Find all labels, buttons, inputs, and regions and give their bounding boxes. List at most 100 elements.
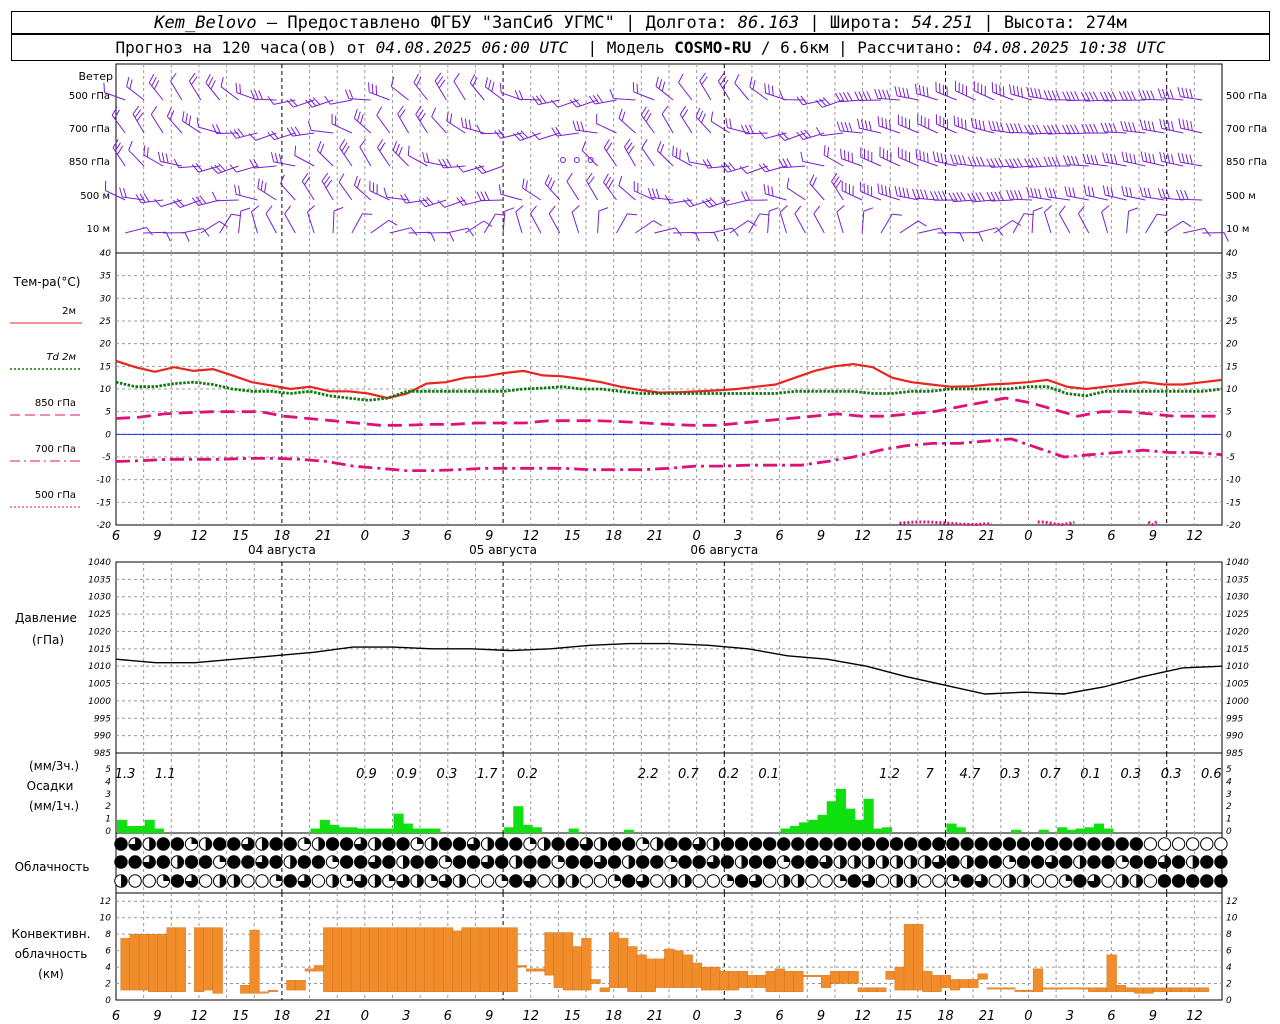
conv-cloud-bar: [765, 971, 776, 992]
temp-y-tick-right: 10: [1226, 385, 1238, 395]
conv-cloud-bar: [830, 971, 841, 984]
pressure-y-tick: 1020: [88, 627, 111, 637]
wind-barb: [1138, 89, 1165, 101]
conv-cloud-bar: [120, 938, 131, 991]
wind-barb: [456, 196, 485, 206]
cloud-cover-symbol: [1143, 837, 1158, 851]
wind-barb: [229, 128, 258, 139]
time-tick-label: 15: [232, 529, 249, 544]
conv-cloud-bar: [553, 932, 564, 988]
cloud-cover-fill: [431, 874, 438, 881]
wind-barb: [779, 90, 806, 101]
cloud-cover-symbol: [283, 874, 297, 888]
cloud-cover-symbol: [678, 855, 692, 869]
wind-barb: [1058, 205, 1071, 234]
cloud-cover-fill: [594, 855, 607, 869]
cloud-cover-fill: [290, 855, 297, 869]
precip-y-tick-right: 3: [1226, 790, 1232, 800]
cloud-cover-fill: [910, 874, 917, 888]
cloud-cover-fill: [670, 855, 678, 862]
conv-cloud-bar: [1023, 989, 1034, 992]
precip-bar: [789, 826, 800, 833]
time-tick-label: 6: [1107, 1009, 1115, 1024]
temp-y-tick: -15: [96, 498, 111, 508]
cloud-cover-symbol: [227, 837, 241, 851]
wind-barb: [1024, 157, 1052, 168]
conv-cloud-bar: [728, 971, 739, 991]
precip-bar: [946, 823, 957, 833]
time-tick-label: 12: [522, 529, 539, 544]
precip-y-tick: 0: [105, 827, 111, 837]
cloud-cover-symbol: [960, 874, 974, 888]
pressure-y-tick-right: 1000: [1226, 697, 1249, 707]
conv-cloud-bar: [848, 971, 859, 984]
wind-barb: [635, 220, 663, 234]
wind-barb: [1176, 189, 1203, 201]
time-tick-label: 6: [444, 1009, 452, 1024]
wind-barb: [1120, 121, 1146, 134]
wind-barb: [1121, 151, 1146, 167]
cloud-cover-symbol: [311, 874, 326, 888]
cloud-cover-symbol: [354, 855, 368, 869]
precip-bar: [347, 827, 358, 833]
cloud-cover-symbol: [438, 837, 453, 851]
cloud-cover-fill: [177, 855, 184, 869]
cloud-cover-symbol: [565, 855, 579, 869]
conv-cloud-bar: [258, 991, 269, 994]
cloud-cover-symbol: [565, 837, 579, 851]
cloud-cover-symbol: [805, 837, 819, 851]
cloud-cover-fill: [840, 874, 847, 881]
conv-cloud-bar: [756, 975, 767, 988]
conv-cloud-bar: [737, 971, 749, 988]
cloud-cover-symbol: [1129, 837, 1143, 851]
wind-barb: [306, 205, 316, 234]
conv-cloud-bar: [470, 927, 481, 992]
wind-barb: [453, 72, 466, 101]
cloud-cover-symbol: [339, 855, 354, 869]
conv-cloud-bar: [1088, 987, 1099, 992]
wind-barb: [484, 77, 504, 101]
temp-y-tick: -5: [102, 453, 111, 463]
conv-cloud-bar: [1125, 987, 1136, 992]
wind-barb: [973, 81, 995, 101]
wind-barb: [717, 72, 731, 101]
precip-total: 0.9: [396, 767, 417, 782]
conv-cloud-bar: [885, 971, 896, 980]
cloud-cover-symbol: [762, 837, 777, 851]
cloud-cover-symbol: [1200, 837, 1214, 851]
conv-cloud-bar: [802, 975, 813, 977]
wind-barb: [857, 118, 882, 134]
pressure-y-tick-right: 1035: [1226, 575, 1249, 585]
wind-barb: [988, 120, 1014, 134]
precip-y-tick-right: 0: [1226, 827, 1232, 837]
precip-bar: [365, 828, 376, 833]
wind-barb: [551, 126, 579, 137]
wind-barb: [1100, 122, 1127, 134]
wind-barb: [135, 193, 164, 204]
pressure-y-tick: 1025: [88, 610, 111, 620]
wind-barb: [894, 185, 919, 201]
conv-cloud-bar: [1042, 987, 1053, 990]
conv-cloud-bar: [820, 975, 832, 988]
conv-cloud-bar: [867, 987, 878, 992]
cloud-cover-symbol: [706, 874, 720, 888]
conv-cloud-bar: [129, 934, 140, 991]
time-tick-label: 0: [1024, 1009, 1032, 1024]
wind-barb: [897, 114, 919, 134]
wind-barb: [465, 220, 493, 234]
conv-cloud-bar: [341, 927, 352, 992]
wind-barb: [338, 173, 353, 201]
conv-cloud-bar: [719, 971, 730, 991]
wind-barb: [758, 130, 787, 139]
wind-barb: [672, 145, 693, 167]
cloud-cover-fill: [298, 874, 311, 888]
wind-barb: [170, 72, 183, 101]
cloud-cover-fill: [318, 837, 325, 851]
precip-bar: [1057, 827, 1068, 833]
wind-barb: [532, 94, 560, 106]
conv-cloud-bar: [249, 929, 260, 994]
cloud-cover-symbol: [509, 874, 523, 888]
wind-barb: [103, 82, 126, 101]
time-tick-label: 18: [937, 1009, 954, 1024]
precip-bar: [1103, 828, 1114, 833]
